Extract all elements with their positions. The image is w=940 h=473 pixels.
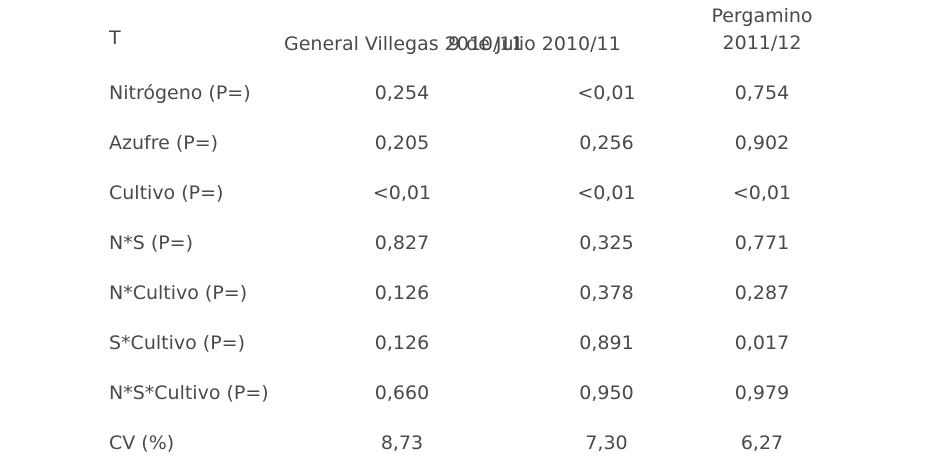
value-general-villegas: 8,73 [380,432,424,454]
value-general-villegas: 0,827 [374,232,430,254]
table-row: N*S (P=) 0,827 0,325 0,771 [0,218,940,268]
row-label: Cultivo (P=) [109,182,224,204]
value-pergamino: 0,754 [734,82,790,104]
row-label: N*S (P=) [109,232,194,254]
row-label: CV (%) [109,432,175,454]
value-9-de-julio: 7,30 [585,432,628,454]
value-pergamino: 0,287 [734,282,790,304]
header-pergamino-name: Pergamino [711,5,813,27]
row-label: N*S*Cultivo (P=) [109,382,269,404]
value-9-de-julio: 0,325 [579,232,634,254]
table-row: N*S*Cultivo (P=) 0,660 0,950 0,979 [0,368,940,418]
table-row: S*Cultivo (P=) 0,126 0,891 0,017 [0,318,940,368]
value-general-villegas: 0,205 [374,132,430,154]
header-9-de-julio: 9 de Julio 2010/11 [448,33,621,55]
table-row: Nitrógeno (P=) 0,254 <0,01 0,754 [0,68,940,118]
row-label: N*Cultivo (P=) [109,282,248,304]
value-9-de-julio: <0,01 [577,182,636,204]
header-label-cell: T [109,27,121,49]
row-label: Azufre (P=) [109,132,219,154]
table-row: Azufre (P=) 0,205 0,256 0,902 [0,118,940,168]
value-general-villegas: 0,126 [374,332,430,354]
row-label: Nitrógeno (P=) [109,82,251,104]
table-row: N*Cultivo (P=) 0,126 0,378 0,287 [0,268,940,318]
value-pergamino: 0,902 [734,132,790,154]
header-general-villegas: General Villegas 2010/11 [284,33,524,55]
value-9-de-julio: <0,01 [577,82,636,104]
header-pergamino: Pergamino 2011/12 [685,0,839,62]
value-general-villegas: 0,126 [374,282,430,304]
value-9-de-julio: 0,378 [579,282,634,304]
table-row: Cultivo (P=) <0,01 <0,01 <0,01 [0,168,940,218]
value-pergamino: 0,017 [734,332,790,354]
value-9-de-julio: 0,891 [579,332,634,354]
value-general-villegas: <0,01 [372,182,432,204]
table-row: CV (%) 8,73 7,30 6,27 [0,418,940,468]
table-header-row: T General Villegas 2010/11 9 de Julio 20… [0,0,940,62]
value-pergamino: 6,27 [740,432,784,454]
value-pergamino: <0,01 [732,182,792,204]
value-9-de-julio: 0,950 [579,382,634,404]
row-label: S*Cultivo (P=) [109,332,245,354]
value-9-de-julio: 0,256 [579,132,634,154]
value-pergamino: 0,979 [734,382,790,404]
header-pergamino-season: 2011/12 [722,32,802,54]
value-general-villegas: 0,660 [374,382,430,404]
value-pergamino: 0,771 [734,232,790,254]
value-general-villegas: 0,254 [374,82,430,104]
